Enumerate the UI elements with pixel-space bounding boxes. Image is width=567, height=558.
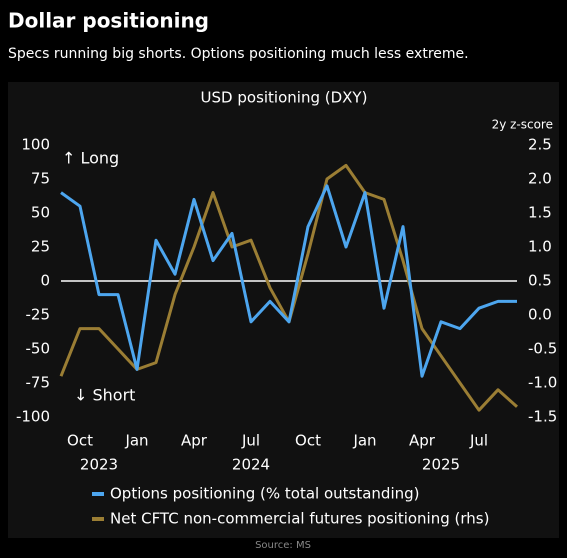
y2-tick-label: 2.0: [528, 170, 552, 188]
y2-tick-label: -0.5: [528, 340, 557, 358]
y-tick-label: 50: [31, 204, 50, 222]
y-tick-label: -25: [26, 306, 51, 324]
y-tick-label: 25: [31, 238, 50, 256]
x-tick-label: Jan: [352, 432, 376, 450]
year-label: 2025: [422, 456, 460, 474]
y2-tick-label: -1.5: [528, 408, 557, 426]
year-label: 2023: [80, 456, 118, 474]
y-tick-label: 0: [40, 272, 50, 290]
series-line: [60, 184, 517, 378]
legend-label: Net CFTC non-commercial futures position…: [110, 510, 489, 528]
y2-tick-label: 1.0: [528, 238, 552, 256]
x-tick-label: Jul: [241, 432, 260, 450]
x-tick-label: Apr: [409, 432, 436, 450]
source: Source: MS: [255, 540, 311, 551]
annotation: ↓ Short: [74, 386, 135, 405]
page-subtitle: Specs running big shorts. Options positi…: [8, 46, 469, 62]
y2-tick-label: 2.5: [528, 136, 552, 154]
y2-tick-label: 0.5: [528, 272, 552, 290]
y-tick-label: 75: [31, 170, 50, 188]
y2-tick-label: -1.0: [528, 374, 557, 392]
x-tick-label: Apr: [181, 432, 208, 450]
x-tick-label: Jul: [469, 432, 488, 450]
chart-title: USD positioning (DXY): [201, 89, 368, 107]
y-tick-label: -100: [16, 408, 50, 426]
y2-tick-label: 1.5: [528, 204, 552, 222]
year-label: 2024: [232, 456, 270, 474]
y2-tick-label: 0.0: [528, 306, 552, 324]
annotation: ↑ Long: [62, 149, 119, 168]
x-tick-label: Oct: [67, 432, 93, 450]
page-title: Dollar positioning: [8, 9, 209, 33]
legend-label: Options positioning (% total outstanding…: [110, 485, 420, 503]
y-tick-label: 100: [21, 136, 50, 154]
y-tick-label: -75: [26, 374, 51, 392]
y-tick-label: -50: [26, 340, 51, 358]
x-tick-label: Oct: [295, 432, 321, 450]
y2-axis-label: 2y z-score: [492, 118, 553, 132]
x-tick-label: Jan: [124, 432, 148, 450]
